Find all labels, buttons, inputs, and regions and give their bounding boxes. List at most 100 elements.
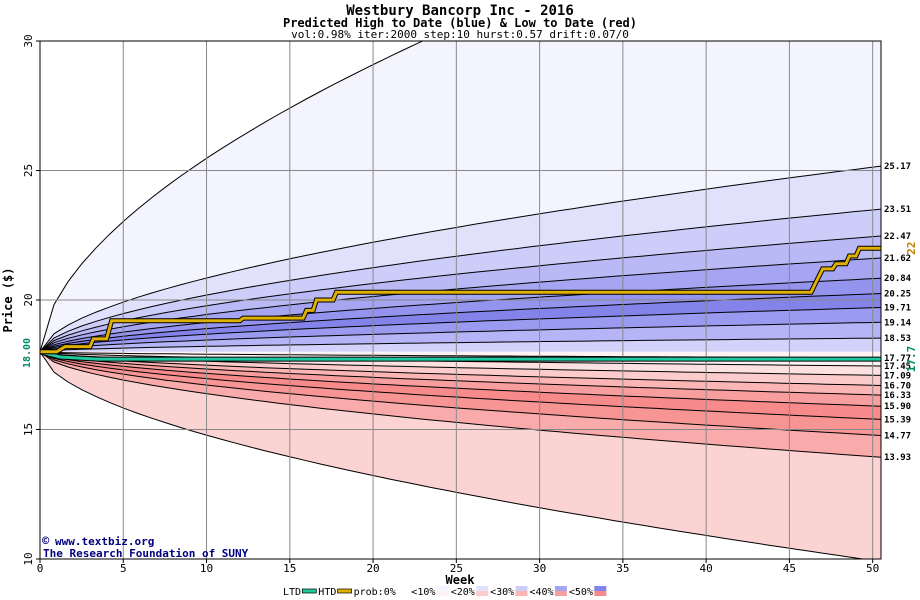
y-tick-label-20: 20 xyxy=(22,293,35,306)
legend-swatch-upper-3 xyxy=(436,586,449,591)
band-label-19.14: 19.14 xyxy=(884,318,912,328)
band-boundary-4 xyxy=(40,257,881,353)
band-boundary-9 xyxy=(40,337,881,353)
legend-swatch-upper-2 xyxy=(397,586,410,591)
x-tick-label-50: 50 xyxy=(866,562,879,575)
band-label-17.45: 17.45 xyxy=(884,362,911,372)
band-label-17.77: 17.77 xyxy=(884,354,911,364)
credits: © www.textbiz.org The Research Foundatio… xyxy=(42,534,249,560)
htd-end-label: 22 xyxy=(905,242,918,255)
x-tick-label-45: 45 xyxy=(783,562,796,575)
upper-band-2 xyxy=(40,209,881,352)
legend-label-3: <10% xyxy=(411,587,435,598)
credit-site: www.textbiz.org xyxy=(55,535,154,548)
x-tick-label-20: 20 xyxy=(366,562,379,575)
chart-title: Westbury Bancorp Inc - 2016 xyxy=(346,3,574,19)
legend: LTD HTD prob:0% <10% <20% <30% <40% <50% xyxy=(283,586,607,598)
band-boundary-8 xyxy=(40,321,881,353)
series xyxy=(39,245,881,362)
start-price-label: 18.00 xyxy=(22,338,33,368)
upper-band-7 xyxy=(40,307,881,352)
band-label-20.25: 20.25 xyxy=(884,290,911,300)
band-boundary-3 xyxy=(40,235,881,353)
band-end-labels: 25.17 23.51 22.47 21.62 20.84 20.25 19.71 19.14… xyxy=(884,162,918,463)
legend-swatch-lower-2 xyxy=(397,591,410,596)
band-boundary-7 xyxy=(40,307,881,353)
band-label-14.77: 14.77 xyxy=(884,431,911,441)
band-label-16.70: 16.70 xyxy=(884,381,911,391)
legend-label-7: <50% xyxy=(569,587,593,598)
upper-band-5 xyxy=(40,278,881,352)
x-tick-label-5: 5 xyxy=(120,562,127,575)
upper-band-6 xyxy=(40,293,881,352)
y-tick-label-10: 10 xyxy=(22,552,35,565)
probability-bands xyxy=(40,41,881,559)
band-label-19.71: 19.71 xyxy=(884,304,911,314)
lower-band-4 xyxy=(40,351,881,407)
band-label-15.90: 15.90 xyxy=(884,402,911,412)
band-label-18.53: 18.53 xyxy=(884,334,911,344)
credit-org: The Research Foundation of SUNY xyxy=(43,547,249,560)
band-boundary-1 xyxy=(40,165,881,353)
upper-band-0 xyxy=(40,41,881,352)
y-tick-label-30: 30 xyxy=(22,34,35,47)
htd-line xyxy=(40,246,881,354)
x-tick-label-35: 35 xyxy=(616,562,629,575)
lower-band-5 xyxy=(40,351,881,420)
legend-label-6: <40% xyxy=(530,587,554,598)
legend-label-4: <20% xyxy=(451,587,475,598)
band-boundary-13 xyxy=(40,351,881,386)
x-tick-label-15: 15 xyxy=(283,562,296,575)
band-label-21.62: 21.62 xyxy=(884,254,911,264)
axis-ticks: 0 5 10 15 20 25 30 35 40 45 50 10 15 20 25 30 xyxy=(22,34,879,575)
lower-band-2 xyxy=(40,351,881,386)
legend-swatch-lower-5 xyxy=(515,591,528,596)
legend-label-1: HTD xyxy=(318,587,336,598)
legend-label-5: <30% xyxy=(490,587,514,598)
chart-subtitle: Predicted High to Date (blue) & Low to D… xyxy=(283,16,637,30)
band-boundary-5 xyxy=(40,277,881,353)
y-tick-label-15: 15 xyxy=(22,423,35,436)
y-tick-label-25: 25 xyxy=(22,164,35,177)
legend-swatch-upper-6 xyxy=(554,586,567,591)
band-label-15.39: 15.39 xyxy=(884,415,911,425)
legend-swatch-lower-6 xyxy=(554,591,567,596)
legend-swatch-upper-7 xyxy=(594,586,607,591)
band-label-16.33: 16.33 xyxy=(884,391,911,401)
y-axis-label: Price ($) xyxy=(1,267,15,332)
legend-swatch-lower-4 xyxy=(476,591,489,596)
credit-copyright-icon: © xyxy=(42,534,50,548)
upper-band-8 xyxy=(40,322,881,352)
legend-swatch-upper-5 xyxy=(515,586,528,591)
upper-band-1 xyxy=(40,166,881,352)
band-boundary-0 xyxy=(40,41,424,352)
x-tick-label-25: 25 xyxy=(450,562,463,575)
x-axis-label: Week xyxy=(446,573,476,587)
band-boundary-6 xyxy=(40,293,881,353)
x-tick-label-40: 40 xyxy=(700,562,713,575)
band-boundary-19 xyxy=(40,351,867,559)
band-boundary-15 xyxy=(40,351,881,407)
legend-swatch-0 xyxy=(301,588,317,594)
band-label-20.84: 20.84 xyxy=(884,274,912,284)
x-tick-label-30: 30 xyxy=(533,562,546,575)
lower-band-1 xyxy=(40,351,881,376)
chart-params: vol:0.98% iter:2000 step:10 hurst:0.57 d… xyxy=(291,28,629,41)
band-label-25.17: 25.17 xyxy=(884,162,911,172)
band-label-22.47: 22.47 xyxy=(884,232,911,242)
upper-band-3 xyxy=(40,236,881,352)
legend-swatch-1 xyxy=(337,588,352,594)
band-boundary-14 xyxy=(40,351,881,396)
band-label-17.09: 17.09 xyxy=(884,371,911,381)
upper-band-4 xyxy=(40,258,881,352)
lower-band-7 xyxy=(40,351,881,458)
lower-band-6 xyxy=(40,351,881,436)
lower-band-3 xyxy=(40,351,881,396)
band-label-13.93: 13.93 xyxy=(884,453,911,463)
legend-swatch-lower-3 xyxy=(436,591,449,596)
legend-label-0: LTD xyxy=(283,587,301,598)
band-boundary-17 xyxy=(40,351,881,436)
band-boundary-18 xyxy=(40,351,881,458)
band-boundary-16 xyxy=(40,351,881,420)
